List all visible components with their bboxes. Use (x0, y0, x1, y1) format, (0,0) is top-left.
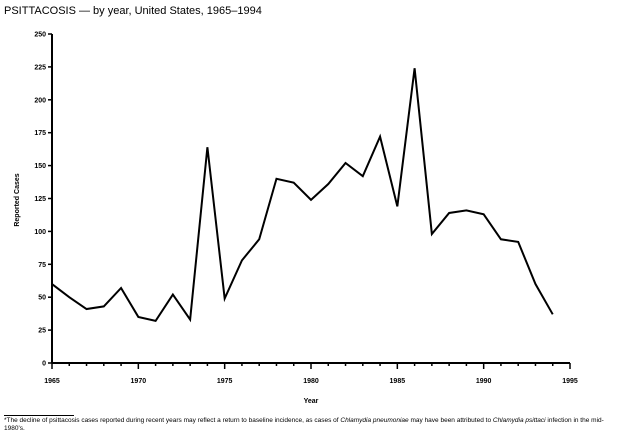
y-tick-label: 125 (34, 196, 46, 203)
y-tick-label: 175 (34, 130, 46, 137)
chart-title: PSITTACOSIS — by year, United States, 19… (4, 5, 262, 17)
y-tick-label: 0 (42, 361, 46, 368)
y-tick-label: 150 (34, 163, 46, 170)
x-tick-label: 1965 (44, 378, 60, 385)
y-axis-label: Reported Cases (14, 173, 21, 226)
y-tick-label: 100 (34, 229, 46, 236)
footnote-rule (4, 415, 74, 416)
series-line (51, 68, 554, 323)
y-tick-label: 50 (38, 295, 46, 302)
y-tick-label: 75 (38, 262, 46, 269)
x-tick-label: 1980 (303, 378, 319, 385)
x-tick-label: 1985 (390, 378, 406, 385)
x-axis-label: Year (304, 398, 319, 405)
x-tick-label: 1995 (562, 378, 578, 385)
x-tick-label: 1990 (476, 378, 492, 385)
line-chart: 0 25 50 75 100 125 150 175 200 225 250 1965 1970 1975… (14, 32, 578, 406)
footnote: *The decline of psittacosis cases report… (4, 417, 604, 432)
y-tick-label: 25 (38, 328, 46, 335)
y-tick-label: 250 (34, 32, 46, 39)
y-tick-label: 200 (34, 97, 46, 104)
y-tick-label: 225 (34, 64, 46, 71)
x-tick-label: 1975 (217, 378, 233, 385)
x-tick-label: 1970 (131, 378, 147, 385)
